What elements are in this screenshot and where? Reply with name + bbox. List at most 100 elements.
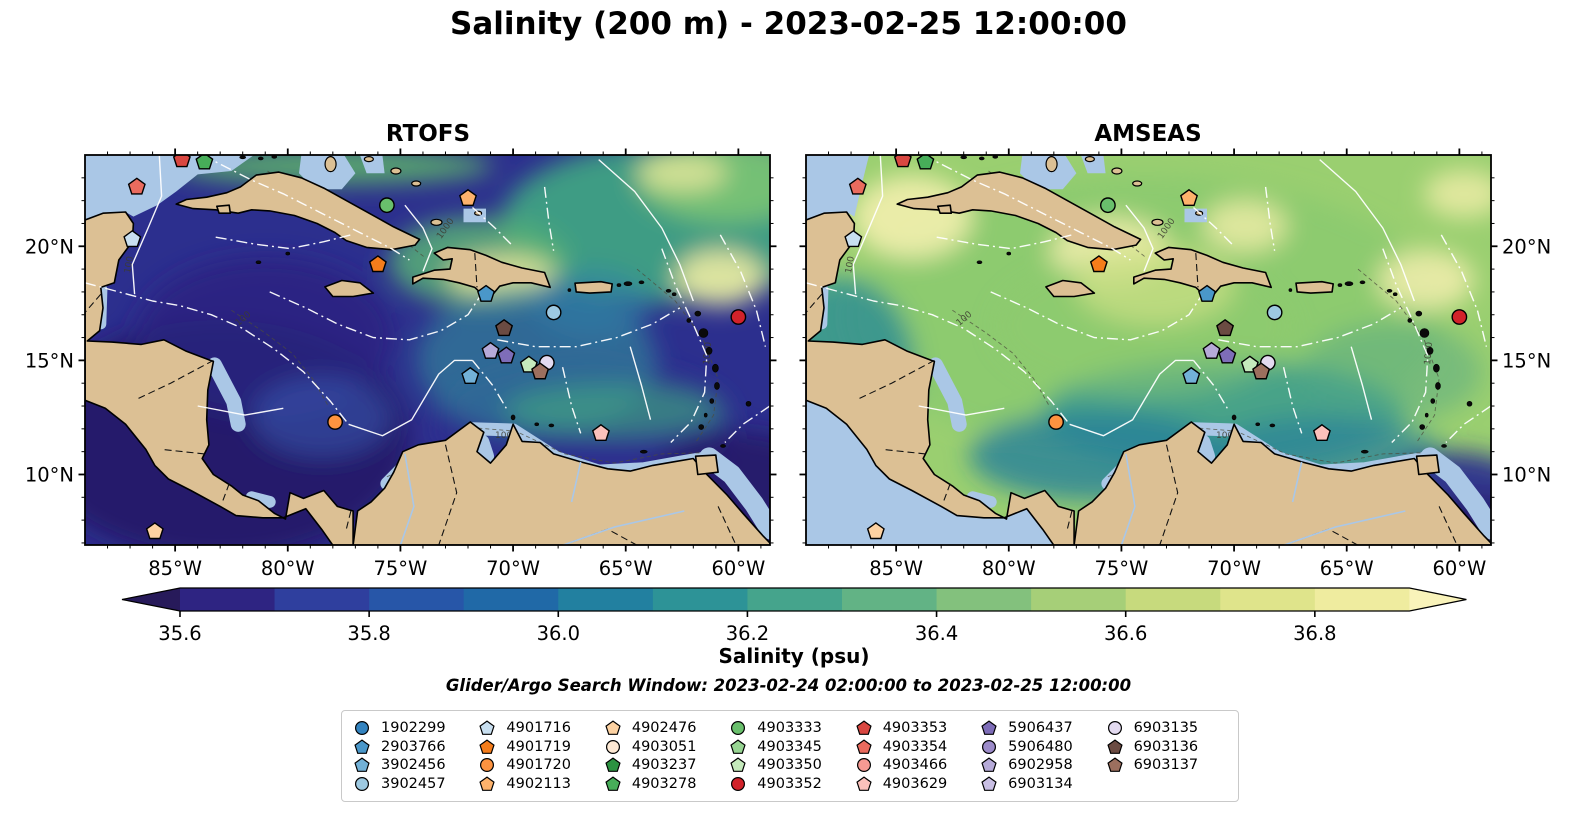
lon-tick-label: 75°W: [373, 557, 427, 580]
legend-item-4903353: 4903353: [856, 719, 975, 738]
lon-tick-label: 70°W: [486, 557, 540, 580]
legend-label: 6903135: [1133, 720, 1199, 737]
eez-boundaries: [85, 155, 770, 443]
legend-label: 4901720: [506, 757, 571, 774]
map-marker-4903278: [195, 155, 214, 170]
colorbar-segment: [1125, 588, 1221, 611]
legend-item-6903136: 6903136: [1106, 738, 1226, 757]
map-marker-4901720: [1048, 414, 1064, 430]
legend-item-4901716: 4901716: [479, 719, 598, 738]
pentagon-marker-icon: [479, 739, 496, 754]
lon-tick-label: 80°W: [982, 557, 1036, 580]
legend-label: 3902456: [381, 757, 446, 774]
legend-label: 6903136: [1133, 738, 1199, 755]
circle-marker-icon: [731, 721, 746, 736]
map-marker-4902476: [866, 522, 885, 540]
map-marker-6903136: [1216, 318, 1235, 337]
pentagon-marker-icon: [479, 776, 496, 791]
colorbar-segment: [180, 588, 276, 611]
legend-label: 4903237: [631, 757, 697, 774]
lon-tick-label: 70°W: [1207, 557, 1261, 580]
circle-marker-icon: [982, 739, 997, 754]
map-marker-4902113: [459, 188, 478, 207]
legend-label: 4901719: [506, 738, 571, 755]
legend-label: 4903629: [882, 775, 948, 792]
legend-label: 4903350: [757, 757, 822, 774]
map-marker-4903333: [379, 197, 395, 214]
land: [806, 156, 1491, 545]
lat-tick-label: 20°N: [1502, 235, 1551, 258]
pentagon-marker-icon: [856, 739, 872, 754]
legend-label: 4903353: [882, 720, 948, 737]
legend-item-4902476: 4902476: [605, 719, 724, 738]
map-marker-3902457: [545, 304, 562, 321]
legend-item-4901719: 4901719: [479, 738, 598, 757]
colorbar-segment: [463, 588, 559, 611]
observation-markers: [123, 155, 747, 540]
legend-label: 4902113: [506, 775, 571, 792]
legend-item-6902958: 6902958: [981, 756, 1100, 775]
legend-item-6903137: 6903137: [1106, 756, 1226, 775]
colorbar-tick-label: 36.6: [1104, 622, 1147, 645]
small-islands: [960, 155, 1473, 454]
land: [85, 156, 770, 545]
circle-marker-icon: [731, 776, 746, 791]
pentagon-marker-icon: [1106, 757, 1123, 773]
legend-item-4903352: 4903352: [730, 775, 849, 794]
map-marker-4903629: [591, 423, 610, 442]
axis-labels: 85°W 80°W 75°W 70°W 65°W 60°W 20°N 15°N 10°N: [869, 235, 1551, 580]
legend-item-2903766: 2903766: [354, 738, 473, 757]
map-panel-amseas: 100010010001000100 85°W 80°W 75°W 70°W 65°W 60…: [799, 148, 1551, 580]
amseas-map: 100010010001000100: [799, 148, 1498, 552]
colorbar-segment: [369, 588, 465, 611]
legend-item-4903354: 4903354: [856, 738, 975, 757]
pentagon-marker-icon: [981, 776, 997, 791]
search-window-subtitle: Glider/Argo Search Window: 2023-02-24 02…: [445, 676, 1132, 695]
legend-label: 1902299: [381, 720, 446, 737]
lat-tick-label: 15°N: [25, 349, 74, 372]
colorbar: 35.6 35.8 36.0 36.2 36.4 36.6 36.8: [121, 587, 1467, 645]
pentagon-marker-icon: [856, 776, 872, 791]
legend-label: 4903345: [757, 738, 822, 755]
pentagon-marker-icon: [730, 757, 746, 773]
axis-ticks: [799, 148, 1498, 552]
lat-tick-label: 10°N: [25, 463, 74, 486]
map-panel-rtofs: 100010010001000100 85°W 80°W 75°W 70°W 65°W 60…: [25, 148, 777, 580]
pentagon-marker-icon: [981, 757, 997, 773]
pentagon-marker-icon: [981, 720, 997, 736]
pentagon-marker-icon: [479, 720, 496, 736]
legend-item-4903345: 4903345: [730, 738, 849, 757]
legend-item-5906437: 5906437: [981, 719, 1100, 738]
masked-water: [85, 155, 770, 540]
colorbar-tick-label: 36.8: [1293, 622, 1336, 645]
observation-markers: [844, 155, 1468, 540]
legend-label: 5906480: [1008, 738, 1073, 755]
axis-ticks: [78, 148, 777, 552]
map-marker-4901719: [368, 255, 387, 273]
map-marker-6902958: [481, 341, 500, 359]
map-marker-4903354: [127, 177, 146, 195]
legend-item-4901720: 4901720: [479, 756, 598, 775]
legend-label: 4903333: [757, 720, 822, 737]
map-marker-4901716: [844, 229, 863, 248]
legend-item-3902457: 3902457: [354, 775, 473, 794]
map-marker-2903766: [477, 284, 496, 302]
bathymetry-label: 1000: [495, 431, 518, 441]
map-marker-6903137: [531, 362, 550, 380]
map-marker-4903629: [1312, 423, 1331, 442]
map-marker-6903137: [1252, 362, 1271, 380]
map-marker-5906437: [497, 346, 516, 364]
pentagon-marker-icon: [605, 757, 621, 773]
pentagon-marker-icon: [1106, 739, 1123, 754]
colorbar-tick-label: 35.8: [347, 622, 390, 645]
map-marker-4902113: [1180, 188, 1199, 207]
colorbar-tick-label: 36.2: [726, 622, 769, 645]
map-marker-4901716: [123, 229, 142, 248]
map-marker-4901720: [327, 414, 343, 430]
colorbar-tick-label: 36.4: [915, 622, 958, 645]
lat-tick-label: 10°N: [1502, 463, 1551, 486]
legend-label: 3902457: [381, 775, 446, 792]
panel-title-rtofs: RTOFS: [385, 121, 471, 147]
colorbar-segment: [1220, 588, 1316, 611]
